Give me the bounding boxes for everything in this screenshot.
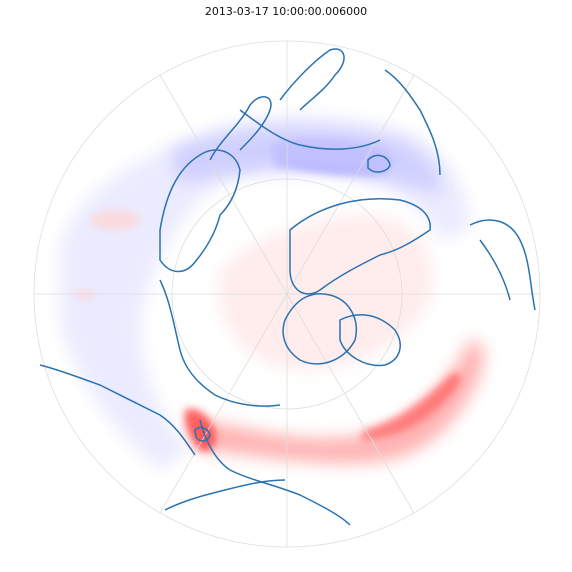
positive-anomaly-arctic <box>218 215 433 370</box>
positive-anomaly-left <box>90 210 140 230</box>
meridian-180 <box>159 74 415 514</box>
coast-caspian <box>367 154 391 173</box>
positive-anomaly-alaska <box>184 408 216 452</box>
coast-archipelago-2 <box>339 314 401 367</box>
coast-east-asia <box>479 239 511 301</box>
coast-scandinavia <box>279 48 345 111</box>
graticule <box>33 40 541 548</box>
negative-anomaly-belt <box>60 116 470 471</box>
positive-anomaly-band <box>196 340 484 464</box>
coast-greenland-north <box>209 96 272 161</box>
coast-kamchatka <box>469 219 536 311</box>
field-shading <box>60 116 484 471</box>
positive-anomaly-core <box>360 373 461 440</box>
map-title: 2013-03-17 10:00:00.006000 <box>204 5 368 18</box>
coast-bering <box>194 426 211 442</box>
coast-archipelago <box>282 293 357 365</box>
coast-north-america <box>39 364 196 456</box>
coastlines <box>39 48 536 526</box>
coast-siberia <box>289 198 431 295</box>
coast-europe-top <box>239 109 381 150</box>
negative-anomaly-mid <box>170 127 441 195</box>
positive-anomaly-left-2 <box>75 290 95 300</box>
coast-greenland <box>159 149 241 273</box>
coast-russia-arc <box>384 69 441 176</box>
coast-aleutian <box>164 479 286 511</box>
coast-hudson <box>159 279 281 407</box>
